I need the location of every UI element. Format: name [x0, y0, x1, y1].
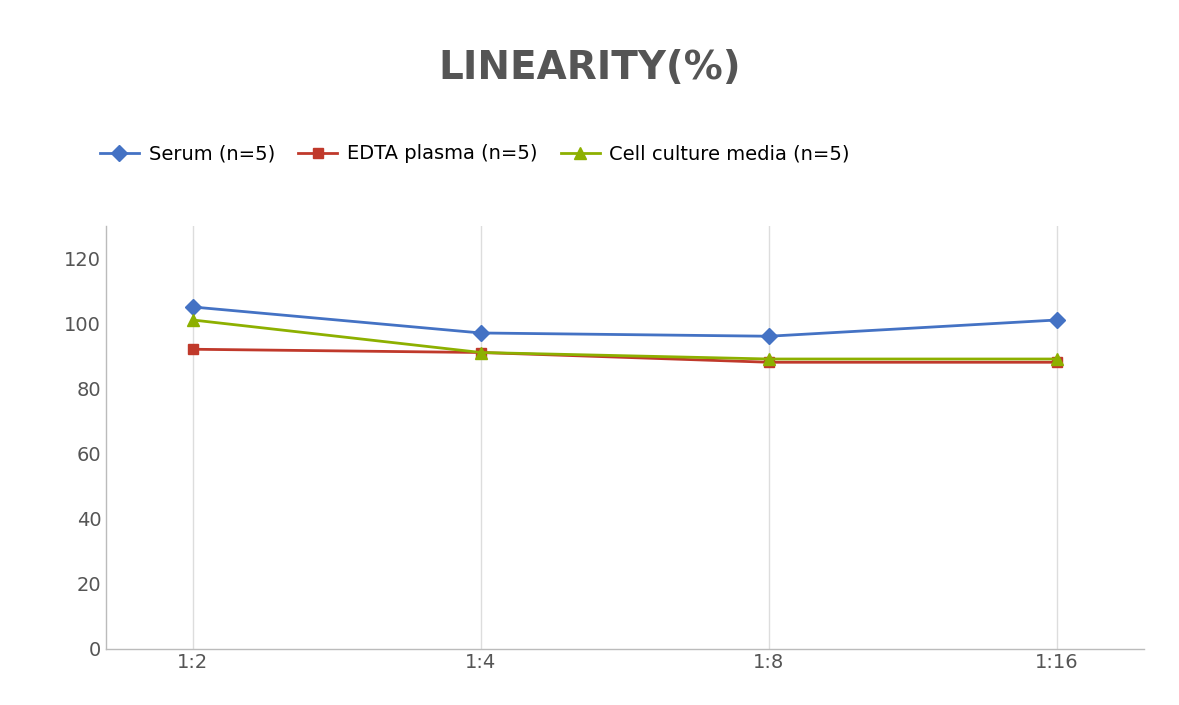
Cell culture media (n=5): [185, 316, 199, 324]
Legend: Serum (n=5), EDTA plasma (n=5), Cell culture media (n=5): Serum (n=5), EDTA plasma (n=5), Cell cul…: [92, 137, 857, 171]
EDTA plasma (n=5): [185, 345, 199, 353]
Line: Cell culture media (n=5): Cell culture media (n=5): [187, 314, 1062, 364]
Text: LINEARITY(%): LINEARITY(%): [439, 49, 740, 87]
EDTA plasma (n=5): [762, 358, 776, 367]
Serum (n=5): [185, 302, 199, 311]
EDTA plasma (n=5): [1050, 358, 1065, 367]
Cell culture media (n=5): [762, 355, 776, 363]
Serum (n=5): [1050, 316, 1065, 324]
Cell culture media (n=5): [1050, 355, 1065, 363]
Cell culture media (n=5): [474, 348, 488, 357]
Line: EDTA plasma (n=5): EDTA plasma (n=5): [187, 344, 1062, 367]
EDTA plasma (n=5): [474, 348, 488, 357]
Serum (n=5): [762, 332, 776, 341]
Serum (n=5): [474, 329, 488, 337]
Line: Serum (n=5): Serum (n=5): [187, 302, 1062, 342]
